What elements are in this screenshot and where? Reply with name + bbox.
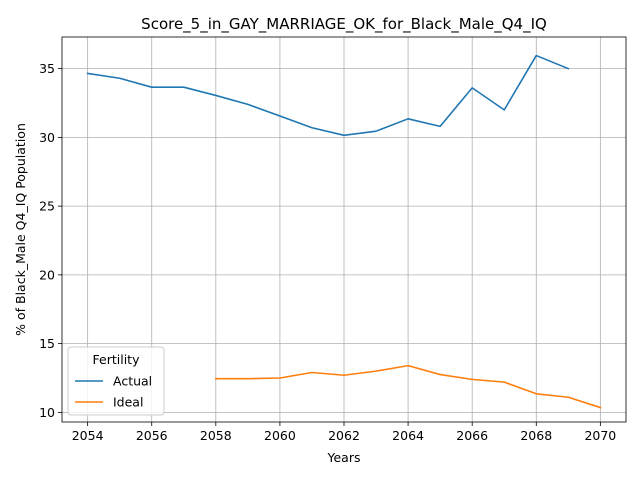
series-line-actual <box>86 54 570 137</box>
y-axis-ticks: 10 15 20 25 30 35 <box>39 61 62 420</box>
x-tick-label: 2066 <box>456 428 488 443</box>
legend-label-ideal: Ideal <box>113 395 143 410</box>
x-tick-label: 2054 <box>72 428 104 443</box>
series-lines <box>86 54 602 409</box>
y-tick-label: 20 <box>39 267 55 282</box>
y-axis-label: % of Black_Male Q4_IQ Population <box>13 123 28 336</box>
legend-box <box>67 346 165 416</box>
x-tick-label: 2056 <box>136 428 168 443</box>
x-tick-label: 2060 <box>264 428 296 443</box>
x-axis-ticks: 2054 2056 2058 2060 2062 2064 2066 2068 2070 <box>72 422 616 443</box>
legend: Fertility Actual Ideal <box>67 346 165 416</box>
x-tick-label: 2058 <box>200 428 232 443</box>
y-tick-label: 25 <box>39 199 55 214</box>
y-tick-label: 15 <box>39 336 55 351</box>
series-line-ideal <box>215 364 602 409</box>
legend-items: Actual Ideal <box>75 374 152 410</box>
legend-label-actual: Actual <box>113 374 152 389</box>
x-tick-label: 2064 <box>392 428 424 443</box>
grid <box>62 37 626 422</box>
x-tick-label: 2062 <box>328 428 360 443</box>
x-tick-label: 2068 <box>520 428 552 443</box>
x-axis-label: Years <box>327 450 361 465</box>
legend-title: Fertility <box>93 352 141 367</box>
x-tick-label: 2070 <box>584 428 616 443</box>
chart-title: Score_5_in_GAY_MARRIAGE_OK_for_Black_Mal… <box>141 15 547 34</box>
y-tick-label: 30 <box>39 130 55 145</box>
y-tick-label: 35 <box>39 61 55 76</box>
y-tick-label: 10 <box>39 405 55 420</box>
